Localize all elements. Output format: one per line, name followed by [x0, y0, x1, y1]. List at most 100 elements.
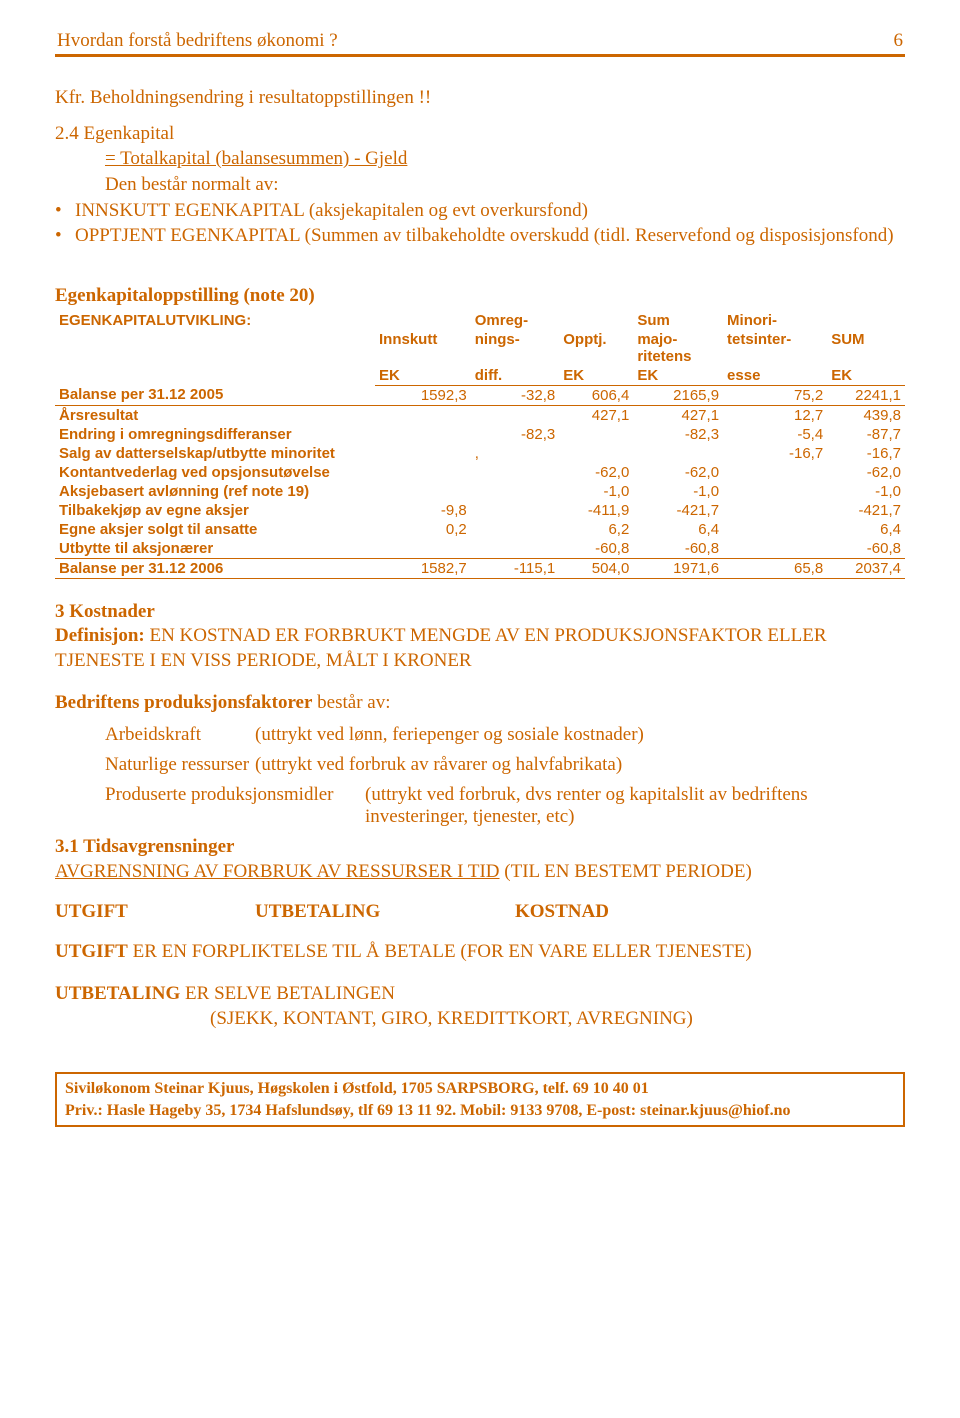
ek-header-label: EGENKAPITALUTVIKLING: [55, 311, 375, 386]
cell [723, 463, 827, 482]
cell: -9,8 [375, 501, 471, 520]
cell [559, 444, 633, 463]
cell: -60,8 [559, 539, 633, 559]
cell: 6,4 [827, 520, 905, 539]
cell: 606,4 [559, 385, 633, 405]
col-c6a: SUM [827, 330, 905, 366]
footer-line1: Siviløkonom Steinar Kjuus, Høgskolen i Ø… [65, 1078, 895, 1100]
cell: -421,7 [827, 501, 905, 520]
row-label: Balanse per 31.12 2005 [55, 385, 375, 405]
bullet-1: • INNSKUTT EGENKAPITAL (aksjekapitalen o… [55, 198, 905, 224]
utgift-text: ER EN FORPLIKTELSE TIL Å BETALE (FOR EN … [128, 941, 752, 962]
cell: 65,8 [723, 558, 827, 578]
col-c6b: EK [827, 366, 905, 386]
col-c3b: EK [559, 366, 633, 386]
factors-label: Bedriftens produksjonsfaktorer [55, 692, 312, 713]
cell: 427,1 [633, 405, 723, 425]
cell [723, 520, 827, 539]
factor-1-val: (uttrykt ved lønn, feriepenger og sosial… [255, 724, 905, 746]
row-label: Salg av datterselskap/utbytte minoritet [55, 444, 375, 463]
factor-1-key: Arbeidskraft [55, 724, 255, 746]
factor-3: Produserte produksjonsmidler (uttrykt ve… [55, 784, 905, 828]
table-row: Årsresultat 427,1 427,1 12,7 439,8 [55, 405, 905, 425]
col-c1b: EK [375, 366, 471, 386]
cell: -1,0 [633, 482, 723, 501]
cell: 1971,6 [633, 558, 723, 578]
table-row: Aksjebasert avlønning (ref note 19) -1,0… [55, 482, 905, 501]
cell [723, 501, 827, 520]
cell: -60,8 [633, 539, 723, 559]
row-label: Endring i omregningsdifferanser [55, 425, 375, 444]
cell: -1,0 [559, 482, 633, 501]
row-label: Aksjebasert avlønning (ref note 19) [55, 482, 375, 501]
cell [471, 482, 560, 501]
col-c1a: Innskutt [375, 330, 471, 366]
cell: 0,2 [375, 520, 471, 539]
table-row: Tilbakekjøp av egne aksjer -9,8 -411,9 -… [55, 501, 905, 520]
utbet-label: UTBETALING [55, 983, 180, 1004]
definition-line: Definisjon: EN KOSTNAD ER FORBRUKT MENGD… [55, 623, 905, 674]
cell: 439,8 [827, 405, 905, 425]
cell [559, 425, 633, 444]
table-row: Kontantvederlag ved opsjonsutøvelse -62,… [55, 463, 905, 482]
col-c5b: tetsinter- [723, 330, 827, 366]
cell: 1582,7 [375, 558, 471, 578]
cell [375, 444, 471, 463]
cell [471, 405, 560, 425]
row-label: Balanse per 31.12 2006 [55, 558, 375, 578]
cell: 6,4 [633, 520, 723, 539]
cell [471, 520, 560, 539]
cell: -60,8 [827, 539, 905, 559]
col-c4d: EK [633, 366, 723, 386]
factors-rest: består av: [312, 692, 390, 713]
cell [723, 539, 827, 559]
row-label: Årsresultat [55, 405, 375, 425]
def-label: Definisjon: [55, 625, 145, 646]
cell: 6,2 [559, 520, 633, 539]
term-row: UTGIFT UTBETALING KOSTNAD [55, 901, 905, 923]
page-header: Hvordan forstå bedriftens økonomi ? 6 [55, 30, 905, 54]
col-c4c: majo-ritetens [633, 330, 723, 366]
cell [471, 501, 560, 520]
cell [375, 425, 471, 444]
intro-line: Den består normalt av: [55, 172, 905, 198]
term-utgift: UTGIFT [55, 901, 255, 923]
cell: -62,0 [559, 463, 633, 482]
section-31-line: AVGRENSNING AV FORBRUK AV RESSURSER I TI… [55, 859, 905, 885]
cell: -82,3 [633, 425, 723, 444]
bullet-dot: • [55, 223, 75, 249]
col-blank [375, 311, 471, 330]
bullet-dot: • [55, 198, 75, 224]
s31-underline: AVGRENSNING AV FORBRUK AV RESSURSER I TI… [55, 861, 500, 882]
ek-table: EGENKAPITALUTVIKLING: Omreg- Sum Minori-… [55, 311, 905, 579]
table-row: Egne aksjer solgt til ansatte 0,2 6,2 6,… [55, 520, 905, 539]
factor-2-key: Naturlige ressurser [55, 754, 255, 776]
bullet-2: • OPPTJENT EGENKAPITAL (Summen av tilbak… [55, 223, 905, 249]
col-c2c: diff. [471, 366, 560, 386]
term-kostnad: KOSTNAD [515, 901, 905, 923]
header-rule [55, 54, 905, 57]
cell: 12,7 [723, 405, 827, 425]
bullet-2-text: OPPTJENT EGENKAPITAL (Summen av tilbakeh… [75, 223, 905, 249]
eq-line: = Totalkapital (balansesummen) - Gjeld [55, 146, 905, 172]
cell: -1,0 [827, 482, 905, 501]
cell: -115,1 [471, 558, 560, 578]
section-24-heading: 2.4 Egenkapital [55, 121, 905, 147]
cell: 2165,9 [633, 385, 723, 405]
cell: , [471, 444, 560, 463]
section-3-heading: 3 Kostnader [55, 601, 905, 623]
s31-rest: (TIL EN BESTEMT PERIODE) [500, 861, 752, 882]
table-row: Balanse per 31.12 2005 1592,3 -32,8 606,… [55, 385, 905, 405]
utgift-label: UTGIFT [55, 941, 128, 962]
cell [375, 539, 471, 559]
cell: -421,7 [633, 501, 723, 520]
factor-3-key: Produserte produksjonsmidler [55, 784, 365, 828]
col-c3a: Opptj. [559, 330, 633, 366]
cell: 427,1 [559, 405, 633, 425]
eq-text: = Totalkapital (balansesummen) - Gjeld [105, 148, 407, 169]
row-label: Utbytte til aksjonærer [55, 539, 375, 559]
factors-intro: Bedriftens produksjonsfaktorer består av… [55, 690, 905, 716]
cell: -16,7 [723, 444, 827, 463]
cell: -82,3 [471, 425, 560, 444]
cell: -62,0 [827, 463, 905, 482]
